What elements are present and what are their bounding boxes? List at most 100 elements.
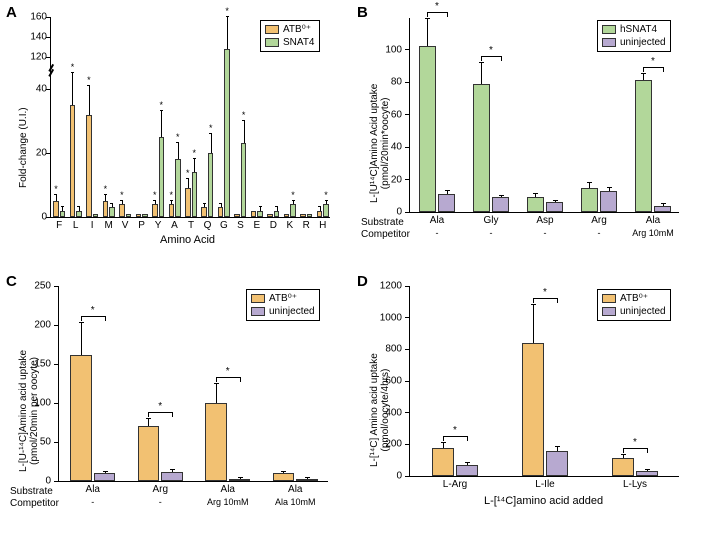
xtick-label: V <box>122 220 129 231</box>
bar <box>103 201 109 217</box>
ytick-mark <box>405 49 410 50</box>
sig-bracket <box>647 449 648 453</box>
error-bar <box>447 191 448 194</box>
error-cap <box>71 72 74 73</box>
bar <box>93 214 99 217</box>
figure-grid: A02040120140160*F*L*I*M*VP**Y**A**T*Q*G*… <box>0 0 702 538</box>
significance-star: * <box>158 401 162 412</box>
significance-star: * <box>186 168 190 178</box>
bar <box>136 214 142 217</box>
legend-label: uninjected <box>269 305 315 318</box>
error-bar <box>112 204 113 207</box>
legend-swatch <box>602 25 616 34</box>
bar <box>296 479 318 481</box>
xtick-label: I <box>91 220 94 231</box>
bar <box>94 473 116 481</box>
ytick-label: 1000 <box>376 312 402 323</box>
sig-bracket <box>643 67 663 68</box>
error-bar <box>663 204 664 206</box>
error-bar <box>161 111 162 137</box>
significance-star: * <box>435 1 439 12</box>
bar <box>241 143 247 217</box>
significance-star: * <box>242 110 246 120</box>
error-bar <box>188 179 189 189</box>
error-cap <box>219 203 222 204</box>
ytick-mark <box>405 349 410 350</box>
significance-star: * <box>170 190 174 200</box>
xtick-label: Ala <box>430 215 444 226</box>
ytick-mark <box>54 286 59 287</box>
bar <box>70 355 92 481</box>
error-bar <box>171 201 172 204</box>
sig-bracket <box>216 377 241 378</box>
sig-bracket <box>427 13 428 17</box>
legend-label: ATB⁰⁺ <box>269 292 297 305</box>
significance-star: * <box>87 75 91 85</box>
xtick-label: K <box>286 220 293 231</box>
error-bar <box>178 143 179 159</box>
bar <box>635 80 652 212</box>
bar <box>274 211 280 217</box>
sig-bracket <box>623 449 624 453</box>
xtick-label: A <box>171 220 178 231</box>
bar <box>169 204 175 217</box>
sig-bracket <box>663 68 664 72</box>
bar <box>456 465 478 476</box>
bar <box>300 214 306 217</box>
significance-star: * <box>543 287 547 298</box>
xtick-sub: - <box>436 228 439 238</box>
xtick-label: L-Ile <box>535 479 554 490</box>
error-cap <box>479 62 484 63</box>
legend-swatch <box>265 38 279 47</box>
error-cap <box>661 203 666 204</box>
error-bar <box>172 470 173 472</box>
bar <box>159 137 165 217</box>
ytick-mark <box>405 381 410 382</box>
significance-star: * <box>489 45 493 56</box>
ytick-label: 40 <box>21 84 47 95</box>
error-cap <box>645 469 650 470</box>
error-bar <box>535 194 536 197</box>
error-bar <box>555 201 556 203</box>
panel-letter: B <box>357 4 368 21</box>
xtick-label: F <box>56 220 62 231</box>
sig-bracket <box>216 378 217 382</box>
error-bar <box>221 204 222 207</box>
error-bar <box>293 201 294 204</box>
error-bar <box>89 86 90 115</box>
sig-bracket <box>623 448 648 449</box>
ytick-mark <box>405 147 410 148</box>
error-bar <box>105 195 106 201</box>
error-bar <box>643 74 644 81</box>
xtick-label: Ala <box>86 484 100 495</box>
significance-star: * <box>120 190 124 200</box>
error-cap <box>79 322 84 323</box>
bar <box>317 211 323 217</box>
significance-star: * <box>225 6 229 16</box>
significance-star: * <box>209 123 213 133</box>
error-bar <box>283 472 284 474</box>
bar <box>224 49 230 217</box>
legend-item: uninjected <box>251 305 315 318</box>
bar <box>205 403 227 481</box>
row-label: Competitor <box>361 229 410 240</box>
legend-item: uninjected <box>602 305 666 318</box>
error-cap <box>110 203 113 204</box>
error-bar <box>62 207 63 210</box>
bar <box>432 448 454 477</box>
error-bar <box>216 384 217 404</box>
error-cap <box>209 133 212 134</box>
error-bar <box>443 443 444 448</box>
bar <box>53 201 59 217</box>
sig-bracket <box>447 13 448 17</box>
bar <box>438 194 455 212</box>
bar <box>257 211 263 217</box>
bar <box>267 214 273 217</box>
xtick-label: L-Lys <box>623 479 647 490</box>
error-bar <box>72 73 73 105</box>
error-cap <box>553 200 558 201</box>
bar <box>208 153 214 217</box>
ytick-mark <box>405 179 410 180</box>
ytick-mark <box>405 444 410 445</box>
sig-bracket <box>557 299 558 303</box>
